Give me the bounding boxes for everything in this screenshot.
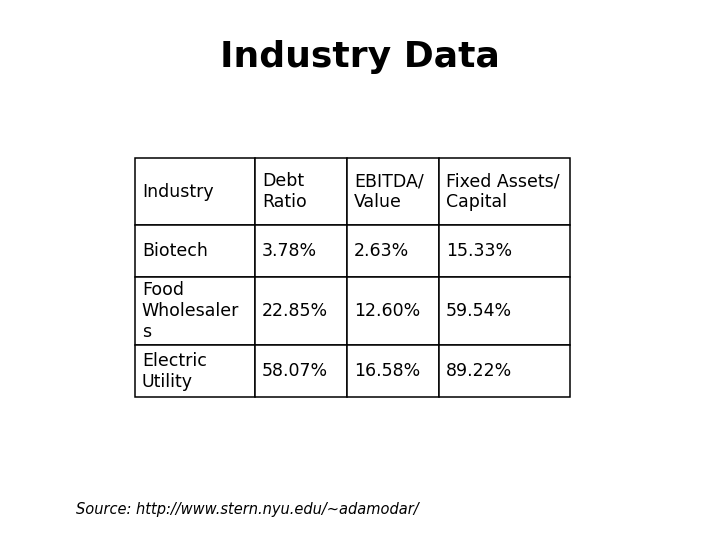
Bar [347, 158, 438, 225]
Bar [438, 346, 570, 397]
Bar [438, 225, 570, 277]
Text: Biotech: Biotech [142, 242, 208, 260]
Text: 59.54%: 59.54% [446, 302, 512, 320]
Bar [135, 277, 255, 346]
Bar [255, 158, 346, 225]
Text: 16.58%: 16.58% [354, 362, 420, 381]
Text: Fixed Assets/
Capital: Fixed Assets/ Capital [446, 172, 559, 211]
Text: 58.07%: 58.07% [262, 362, 328, 381]
Bar [135, 225, 255, 277]
Text: 12.60%: 12.60% [354, 302, 420, 320]
Text: Electric
Utility: Electric Utility [142, 352, 207, 391]
Text: Debt
Ratio: Debt Ratio [262, 172, 307, 211]
Bar [347, 225, 438, 277]
Text: Industry Data: Industry Data [220, 40, 500, 75]
Text: Industry: Industry [142, 183, 214, 201]
Text: Source: http://www.stern.nyu.edu/~adamodar/: Source: http://www.stern.nyu.edu/~adamod… [76, 502, 418, 517]
Bar [438, 158, 570, 225]
Text: 15.33%: 15.33% [446, 242, 512, 260]
Bar [255, 277, 346, 346]
Bar [347, 346, 438, 397]
Text: 2.63%: 2.63% [354, 242, 409, 260]
Text: EBITDA/
Value: EBITDA/ Value [354, 172, 423, 211]
Text: Food
Wholesaler
s: Food Wholesaler s [142, 281, 239, 341]
Text: 22.85%: 22.85% [262, 302, 328, 320]
Bar [135, 346, 255, 397]
Bar [135, 158, 255, 225]
Bar [255, 346, 346, 397]
Bar [347, 277, 438, 346]
Text: 3.78%: 3.78% [262, 242, 317, 260]
Bar [438, 277, 570, 346]
Text: 89.22%: 89.22% [446, 362, 512, 381]
Bar [255, 225, 346, 277]
